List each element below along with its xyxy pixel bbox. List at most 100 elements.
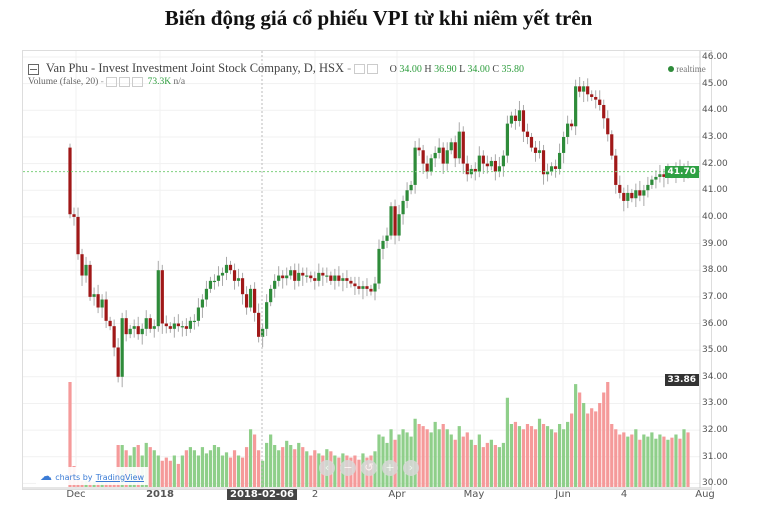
volume-bar	[305, 451, 309, 487]
candle-body	[240, 278, 245, 295]
tradingview-branding[interactable]: ☁ charts by TradingView	[36, 467, 149, 485]
candle-body	[533, 147, 538, 153]
candle-body	[393, 206, 397, 236]
candle-body	[473, 168, 477, 172]
crosshair-price-tag: 33.86	[664, 374, 699, 386]
candle-body	[132, 326, 136, 329]
volume-bar	[261, 460, 265, 487]
candle-body	[630, 192, 634, 199]
close-icon[interactable]	[132, 77, 144, 87]
volume-bar	[156, 455, 160, 487]
volume-bar	[557, 424, 562, 487]
volume-bar	[257, 450, 261, 487]
volume-bar	[586, 413, 590, 487]
candle-body	[208, 280, 213, 289]
x-tick-label: 2018	[146, 489, 174, 500]
eye-icon[interactable]	[106, 77, 118, 87]
candle-body	[329, 275, 333, 281]
candle-body	[285, 275, 289, 279]
volume-bar	[598, 403, 602, 487]
volume-bar	[493, 445, 497, 487]
candle-body	[265, 302, 269, 329]
volume-bar	[666, 439, 670, 487]
volume-bar	[188, 447, 192, 487]
candle-body	[517, 110, 522, 121]
volume-bar	[618, 434, 622, 487]
volume-bar	[421, 426, 425, 487]
zoom-out-button[interactable]: −	[340, 460, 356, 476]
volume-bar	[441, 424, 445, 487]
volume-bar	[529, 426, 534, 487]
y-tick-label: 32.00	[702, 425, 728, 436]
candle-body	[244, 294, 249, 308]
reset-button[interactable]: ↺	[361, 460, 377, 476]
volume-bar	[566, 421, 570, 487]
candle-body	[449, 142, 453, 151]
volume-bar	[521, 429, 526, 487]
y-tick-label: 40.00	[702, 211, 728, 222]
scroll-left-button[interactable]: ‹	[319, 460, 335, 476]
x-tick-label: Aug	[695, 489, 715, 500]
volume-bar	[662, 436, 666, 487]
candle-body	[200, 299, 205, 308]
eye-icon[interactable]	[354, 64, 366, 75]
candle-body	[413, 147, 417, 185]
volume-bar	[240, 457, 245, 487]
candle-body	[638, 190, 642, 196]
candle-body	[281, 275, 285, 279]
candle-body	[220, 272, 225, 276]
candle-body	[561, 136, 566, 153]
candle-body	[309, 275, 313, 279]
volume-bar	[317, 453, 321, 487]
volume-bar	[120, 445, 124, 487]
volume-bar	[160, 460, 164, 487]
x-tick-label: Apr	[388, 489, 406, 500]
volume-bar	[650, 432, 654, 487]
settings-icon[interactable]	[367, 64, 379, 75]
candle-body	[325, 275, 329, 277]
volume-bar	[397, 434, 401, 487]
candle-body	[541, 150, 546, 175]
candle-body	[445, 150, 449, 164]
candle-body	[437, 147, 441, 153]
candle-body	[349, 280, 353, 284]
tradingview-logo-icon: ☁	[40, 469, 52, 483]
candle-body	[405, 190, 409, 201]
volume-bar	[429, 432, 433, 487]
candle-body	[152, 326, 156, 329]
settings-icon[interactable]	[119, 77, 131, 87]
candle-body	[104, 299, 108, 321]
volume-bar	[606, 382, 610, 487]
candle-body	[566, 123, 570, 137]
candle-body	[357, 286, 361, 289]
candle-body	[602, 104, 606, 119]
candle-body	[658, 174, 662, 177]
volume-bar	[513, 421, 518, 487]
candle-body	[148, 318, 152, 329]
candle-body	[100, 299, 104, 308]
volume-bar	[389, 429, 393, 487]
zoom-in-button[interactable]: +	[382, 460, 398, 476]
candle-body	[289, 270, 293, 276]
candle-body	[590, 94, 594, 97]
volume-bar	[248, 429, 253, 487]
candle-body	[361, 286, 365, 289]
candle-body	[345, 278, 349, 281]
candle-body	[68, 147, 72, 215]
volume-bar	[216, 447, 221, 487]
candle-body	[650, 179, 654, 185]
candle-body	[586, 86, 590, 95]
volume-bar	[549, 429, 554, 487]
candle-body	[425, 163, 429, 172]
tradingview-link[interactable]: TradingView	[95, 473, 145, 482]
candle-body	[505, 123, 510, 156]
volume-bar	[208, 450, 213, 487]
collapse-icon[interactable]	[28, 63, 39, 75]
volume-bar	[610, 424, 614, 487]
candle-body	[513, 115, 518, 121]
y-tick-label: 30.00	[702, 478, 728, 489]
scroll-right-button[interactable]: ›	[403, 460, 419, 476]
volume-bar	[570, 413, 574, 487]
page-title: Biến động giá cổ phiếu VPI từ khi niêm y…	[164, 6, 593, 30]
